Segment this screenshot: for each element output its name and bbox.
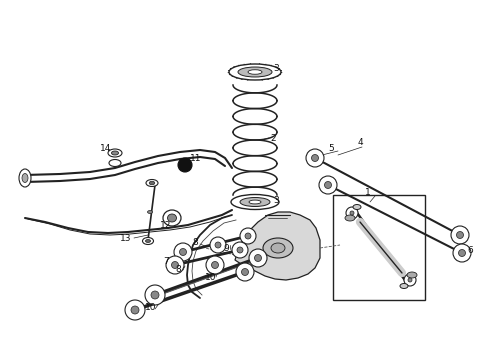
Text: 6: 6 [467,246,473,255]
Text: 9: 9 [223,243,229,252]
Circle shape [404,274,416,286]
Ellipse shape [146,239,150,243]
Circle shape [131,306,139,314]
Ellipse shape [168,214,176,222]
Ellipse shape [240,198,270,207]
Circle shape [172,261,178,269]
Ellipse shape [271,243,285,253]
Circle shape [232,242,248,258]
Text: 12: 12 [160,220,172,230]
Text: 11: 11 [190,153,201,162]
Ellipse shape [163,210,181,226]
Circle shape [408,278,412,282]
Ellipse shape [248,70,262,74]
Circle shape [242,269,248,275]
Ellipse shape [400,284,408,288]
Ellipse shape [353,204,361,210]
Circle shape [145,285,165,305]
Circle shape [206,256,224,274]
Ellipse shape [19,169,31,187]
Circle shape [319,176,337,194]
Ellipse shape [149,181,155,185]
Ellipse shape [146,180,158,186]
Ellipse shape [407,272,417,278]
Circle shape [237,247,243,253]
Text: 5: 5 [328,144,334,153]
Circle shape [459,249,466,257]
Circle shape [245,233,251,239]
Text: 3: 3 [273,63,279,72]
Ellipse shape [112,151,119,155]
Text: 3: 3 [273,195,279,204]
Ellipse shape [238,67,272,77]
Circle shape [179,248,187,256]
Text: 10: 10 [205,274,217,283]
Bar [333,195,425,300]
Circle shape [453,244,471,262]
Circle shape [324,181,332,189]
Circle shape [312,154,318,162]
Circle shape [457,231,464,239]
Ellipse shape [345,215,355,221]
Ellipse shape [231,194,279,210]
Circle shape [178,158,192,172]
Circle shape [451,226,469,244]
Ellipse shape [22,174,28,183]
Circle shape [174,243,192,261]
Text: 13: 13 [120,234,131,243]
Text: 7: 7 [163,256,169,266]
Ellipse shape [108,149,122,157]
Circle shape [306,149,324,167]
Text: 8: 8 [175,266,181,274]
Text: 4: 4 [358,138,364,147]
Circle shape [236,263,254,281]
Circle shape [240,228,256,244]
Circle shape [346,207,358,219]
Ellipse shape [249,200,261,204]
Circle shape [125,300,145,320]
Circle shape [215,242,221,248]
Circle shape [350,211,354,215]
Text: 8: 8 [192,238,198,247]
Ellipse shape [109,159,121,166]
Circle shape [254,255,262,261]
Circle shape [212,261,219,269]
Polygon shape [235,212,320,280]
Circle shape [210,237,226,253]
Circle shape [166,256,184,274]
Ellipse shape [229,64,281,80]
Text: 1: 1 [365,188,371,197]
Text: 2: 2 [270,134,275,143]
Ellipse shape [143,238,153,244]
Circle shape [151,291,159,299]
Circle shape [249,249,267,267]
Text: 14: 14 [100,144,111,153]
Ellipse shape [147,211,152,213]
Ellipse shape [263,238,293,258]
Text: 10: 10 [145,303,156,312]
